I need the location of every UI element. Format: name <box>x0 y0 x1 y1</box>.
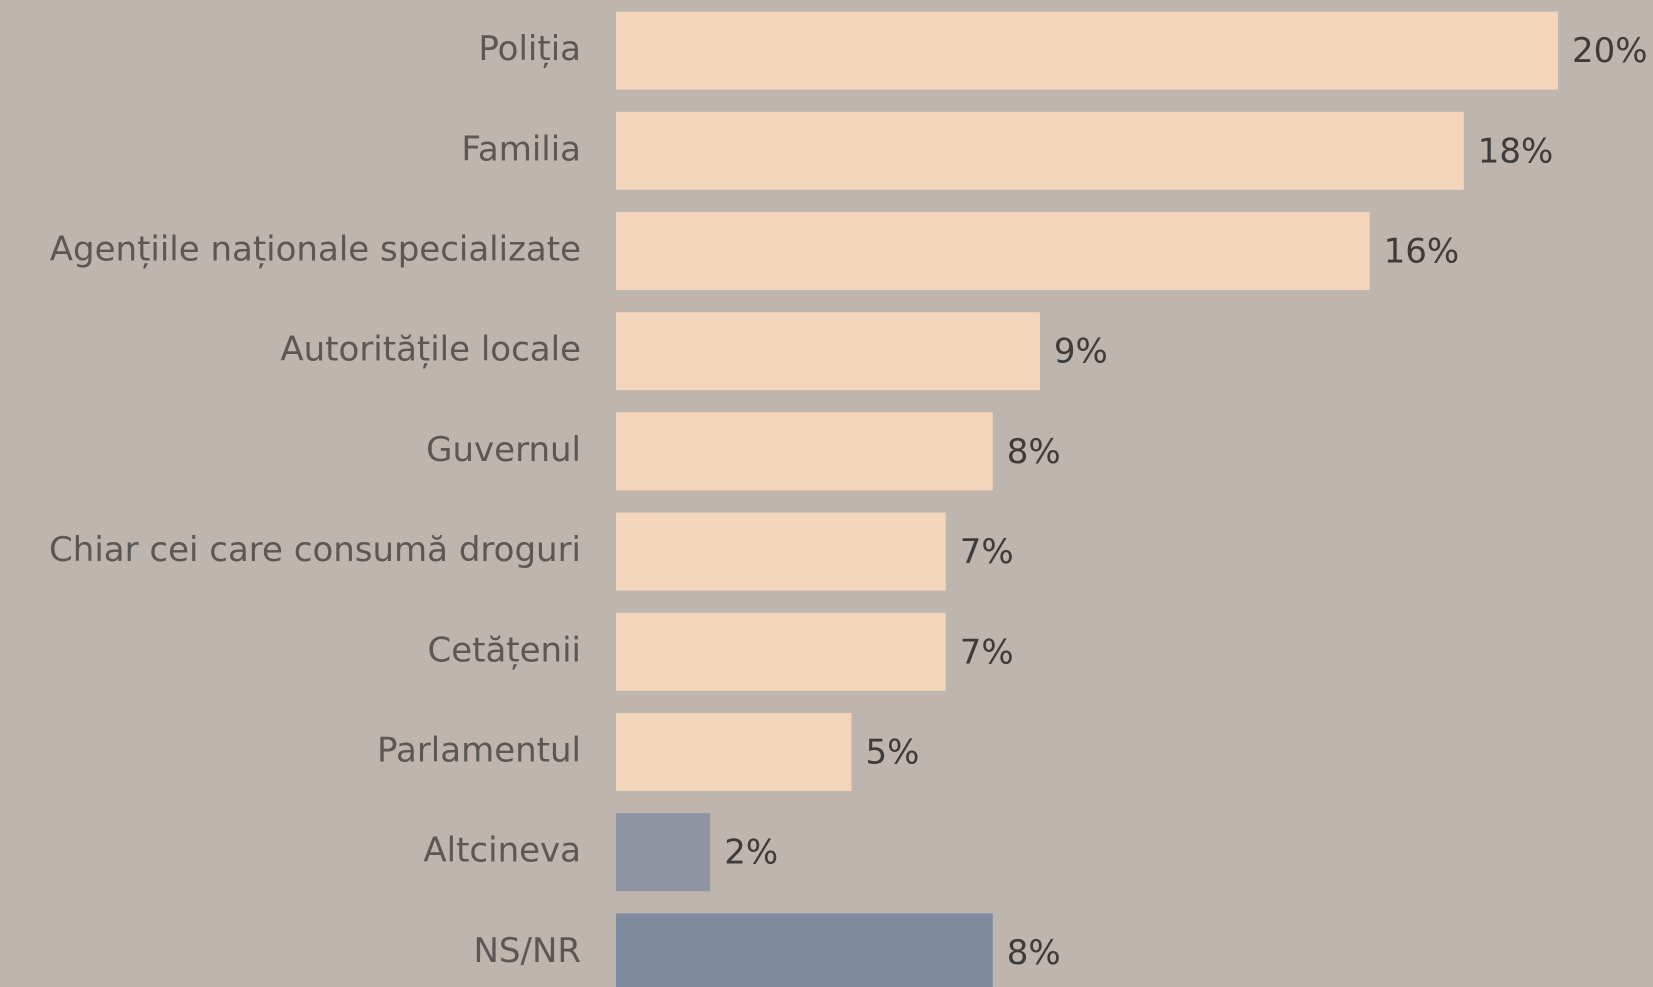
value-label: 20% <box>1572 31 1648 71</box>
category-label: Agențiile naționale specializate <box>50 230 581 270</box>
bar <box>616 11 1558 90</box>
category-label: Guvernul <box>426 430 581 470</box>
bar <box>616 412 993 491</box>
category-label: Chiar cei care consumă droguri <box>49 530 581 570</box>
value-label: 7% <box>960 532 1014 572</box>
value-label: 2% <box>724 833 778 873</box>
category-label: Cetățenii <box>427 630 581 670</box>
bar <box>616 111 1464 190</box>
bar <box>616 813 711 892</box>
bar <box>616 713 852 791</box>
bar <box>616 212 1370 290</box>
value-label: 8% <box>1007 933 1061 973</box>
category-label: Poliția <box>478 29 581 69</box>
bar <box>616 312 1040 391</box>
value-label: 16% <box>1384 232 1460 272</box>
category-label: Autoritățile locale <box>280 330 581 370</box>
value-label: 7% <box>960 632 1014 672</box>
category-label: Altcineva <box>423 831 581 871</box>
category-label: Familia <box>461 129 581 169</box>
bar <box>616 612 946 691</box>
value-label: 18% <box>1478 131 1554 171</box>
value-label: 8% <box>1007 432 1061 472</box>
category-label: NS/NR <box>473 931 581 971</box>
value-label: 9% <box>1054 332 1108 372</box>
value-label: 5% <box>866 733 920 773</box>
category-label: Parlamentul <box>377 731 581 771</box>
bar <box>616 512 946 591</box>
bar <box>616 913 993 987</box>
